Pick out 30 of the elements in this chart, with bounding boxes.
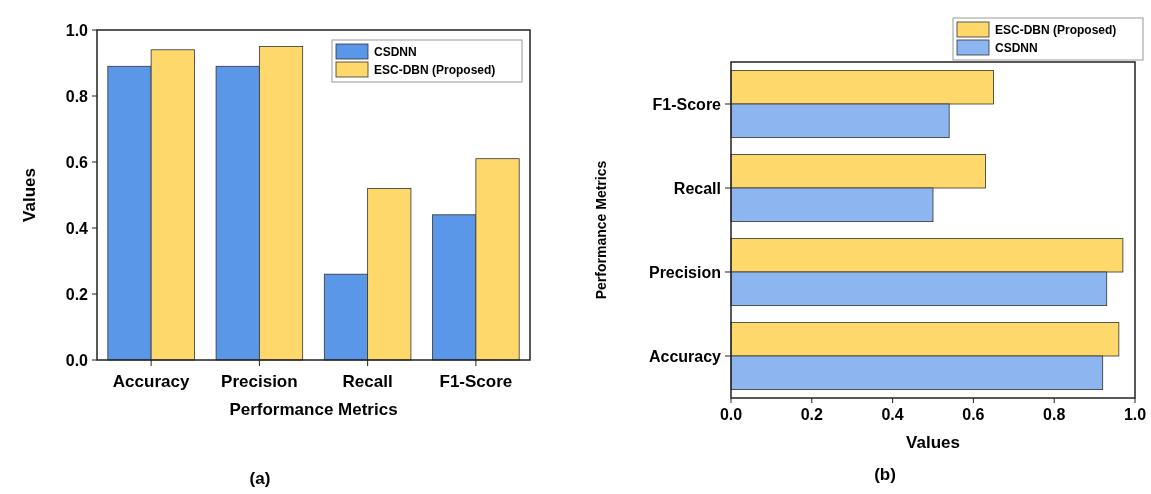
x-tick-label: F1-Score xyxy=(439,372,513,391)
legend-label: ESC-DBN (Proposed) xyxy=(995,23,1117,37)
y-tick-label: 1.0 xyxy=(65,22,89,39)
x-tick-label: 0.2 xyxy=(800,406,824,423)
text: (b) xyxy=(874,465,896,484)
x-tick-label: 0.8 xyxy=(1043,406,1066,423)
x-axis-title: Performance Metrics xyxy=(229,400,398,419)
y-axis-title: Performance Metrics xyxy=(593,160,609,300)
y-tick-label: Precision xyxy=(648,264,721,281)
legend-label: CSDNN xyxy=(374,45,417,59)
text: (a) xyxy=(249,469,271,488)
x-tick-label: Precision xyxy=(221,372,298,391)
x-tick-label: 0.4 xyxy=(881,406,904,423)
y-tick-label: 0.6 xyxy=(65,154,89,171)
y-tick-label: Accuracy xyxy=(648,348,722,365)
x-tick-label: 0.0 xyxy=(719,406,743,423)
y-tick-label: 0.2 xyxy=(65,286,89,303)
x-tick-label: 0.6 xyxy=(962,406,985,423)
legend-label: ESC-DBN (Proposed) xyxy=(374,63,496,77)
y-axis-title: Values xyxy=(20,168,39,222)
x-tick-label: Accuracy xyxy=(112,372,190,391)
legend-label: CSDNN xyxy=(995,41,1038,55)
y-tick-label: 0.0 xyxy=(65,352,89,369)
x-tick-label: 1.0 xyxy=(1123,406,1147,423)
x-axis-title: Values xyxy=(906,433,960,452)
y-tick-label: Recall xyxy=(673,180,721,197)
x-tick-label: Recall xyxy=(342,372,393,391)
y-tick-label: 0.8 xyxy=(65,88,89,105)
y-tick-label: F1-Score xyxy=(652,96,722,113)
y-tick-label: 0.4 xyxy=(65,220,89,237)
